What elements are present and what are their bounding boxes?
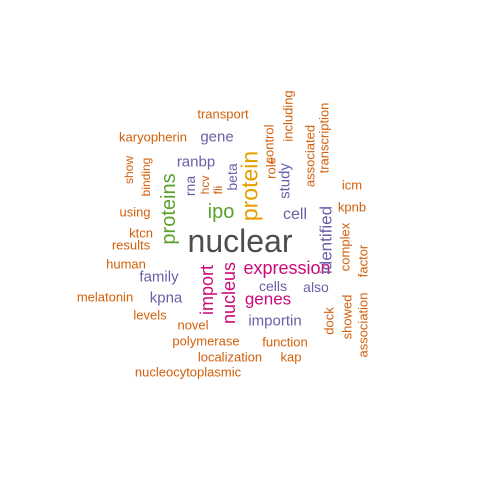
- word-function: function: [262, 334, 308, 350]
- word-beta: beta: [224, 163, 240, 191]
- word-kpna: kpna: [149, 289, 183, 307]
- word-results: results: [111, 237, 151, 253]
- word-fli: fli: [211, 185, 225, 195]
- word-import: import: [197, 264, 217, 316]
- word-using: using: [119, 204, 151, 220]
- word-expression: expression: [243, 258, 331, 278]
- word-ktcn: ktcn: [129, 225, 153, 241]
- word-associated: associated: [302, 124, 318, 188]
- word-control: control: [261, 124, 277, 164]
- word-nucleus: nucleus: [219, 261, 239, 325]
- word-association: association: [355, 292, 371, 358]
- word-including: including: [280, 90, 296, 142]
- word-identified: identified: [316, 205, 336, 275]
- word-novel: novel: [177, 317, 209, 333]
- word-binding: binding: [139, 157, 153, 197]
- word-ranbp: ranbp: [176, 153, 216, 171]
- word-transport: transport: [197, 106, 249, 122]
- word-also: also: [303, 279, 329, 295]
- word-family: family: [139, 268, 179, 286]
- word-transcription: transcription: [316, 102, 332, 174]
- word-genes: genes: [244, 289, 292, 309]
- word-showed: showed: [339, 294, 355, 340]
- word-rna: rna: [182, 175, 198, 197]
- word-cell: cell: [282, 206, 308, 223]
- word-proteins: proteins: [158, 173, 180, 245]
- word-study: study: [276, 163, 294, 199]
- word-kpnb: kpnb: [337, 199, 367, 215]
- word-ipo: ipo: [207, 201, 235, 223]
- word-importin: importin: [248, 312, 302, 330]
- word-cells: cells: [258, 278, 288, 294]
- word-karyopherin: karyopherin: [119, 129, 187, 145]
- word-icm: icm: [341, 177, 363, 193]
- word-localization: localization: [197, 349, 263, 365]
- word-nuclear: nuclear: [187, 223, 293, 259]
- word-kap: kap: [280, 349, 302, 365]
- word-dock: dock: [321, 307, 337, 335]
- word-polymerase: polymerase: [172, 333, 240, 349]
- word-gene: gene: [200, 128, 234, 146]
- word-complex: complex: [337, 222, 353, 272]
- word-hcv: hcv: [198, 175, 212, 195]
- word-levels: levels: [133, 307, 167, 323]
- word-protein: protein: [236, 150, 263, 222]
- word-factor: factor: [355, 244, 371, 278]
- word-nucleocytoplasmic: nucleocytoplasmic: [134, 364, 242, 380]
- word-melatonin: melatonin: [76, 289, 134, 305]
- word-human: human: [106, 256, 146, 272]
- word-show: show: [122, 155, 136, 185]
